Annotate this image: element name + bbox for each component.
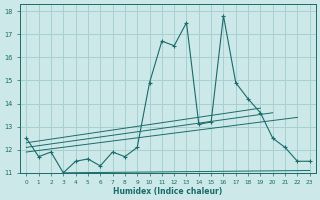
X-axis label: Humidex (Indice chaleur): Humidex (Indice chaleur) bbox=[113, 187, 223, 196]
